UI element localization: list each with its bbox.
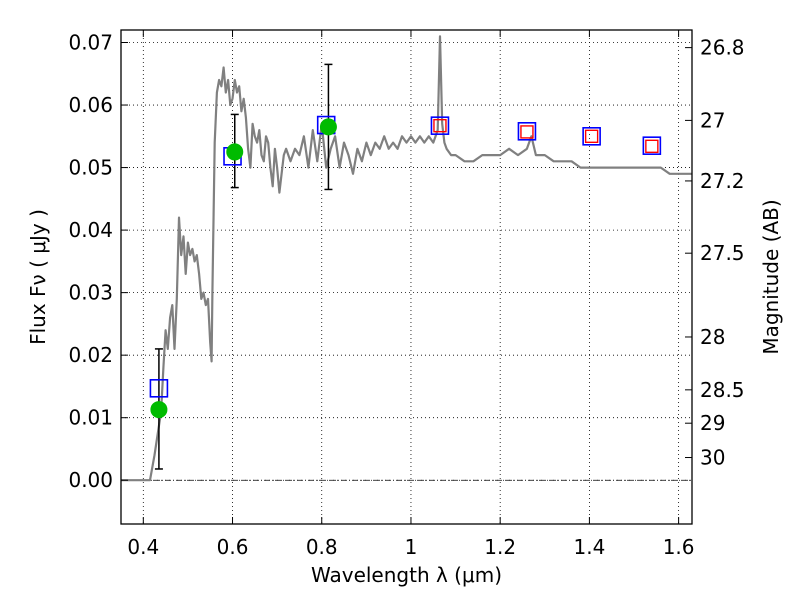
y-tick-label: 0.07: [68, 31, 113, 55]
model-box-blue: [149, 379, 169, 398]
y-tick-label: 0.06: [68, 93, 113, 117]
right-axis-label: Magnitude (AB): [759, 199, 783, 354]
model-box-red: [433, 118, 447, 133]
sed-curve: [121, 35, 692, 482]
model-box-red: [520, 125, 534, 139]
x-tick-label: 1: [405, 535, 418, 559]
x-tick-label: 0.8: [306, 535, 338, 559]
x-tick-label: 1.2: [484, 535, 516, 559]
y-axis-label: Flux Fν ( μJy ): [26, 209, 50, 345]
observed-point: [150, 401, 168, 419]
magnitude-tick-label: 28.5: [700, 378, 745, 402]
model-box-blue: [517, 122, 537, 141]
x-axis-label: Wavelength λ (μm): [311, 563, 502, 587]
model-box-blue: [582, 127, 601, 146]
observed-point: [319, 118, 337, 136]
magnitude-tick-label: 29: [700, 411, 725, 435]
magnitude-tick-label: 26.8: [700, 36, 745, 60]
magnitude-tick-label: 27.5: [700, 241, 745, 265]
plot-frame: [120, 29, 693, 525]
y-tick-label: 0.04: [68, 218, 113, 242]
magnitude-tick-label: 28: [700, 325, 725, 349]
observed-point: [226, 143, 244, 161]
y-tick-label: 0.03: [68, 281, 113, 305]
model-box-red: [584, 129, 599, 144]
y-tick-label: 0.01: [68, 406, 113, 430]
magnitude-tick-label: 27.2: [700, 169, 745, 193]
model-box-red: [645, 139, 659, 154]
magnitude-tick-label: 30: [700, 446, 725, 470]
y-tick-label: 0.02: [68, 343, 113, 367]
x-tick-label: 1.6: [663, 535, 695, 559]
magnitude-tick-label: 27: [700, 108, 725, 132]
y-tick-label: 0.00: [68, 468, 113, 492]
x-tick-label: 0.6: [217, 535, 249, 559]
model-box-blue: [642, 136, 662, 155]
model-box-blue: [430, 116, 450, 135]
y-tick-label: 0.05: [68, 156, 113, 180]
x-tick-label: 1.4: [573, 535, 605, 559]
axis-ticks: 0.4 0.6 0.8 1 1.2 1.4 1.6 0.00 0.01 0.02 0.03 0.04 0…: [68, 30, 745, 559]
axis-labels: Wavelength λ (μm) Flux Fν ( μJy ) Magnit…: [26, 199, 783, 587]
x-tick-label: 0.4: [127, 535, 159, 559]
data-series: [121, 35, 692, 482]
